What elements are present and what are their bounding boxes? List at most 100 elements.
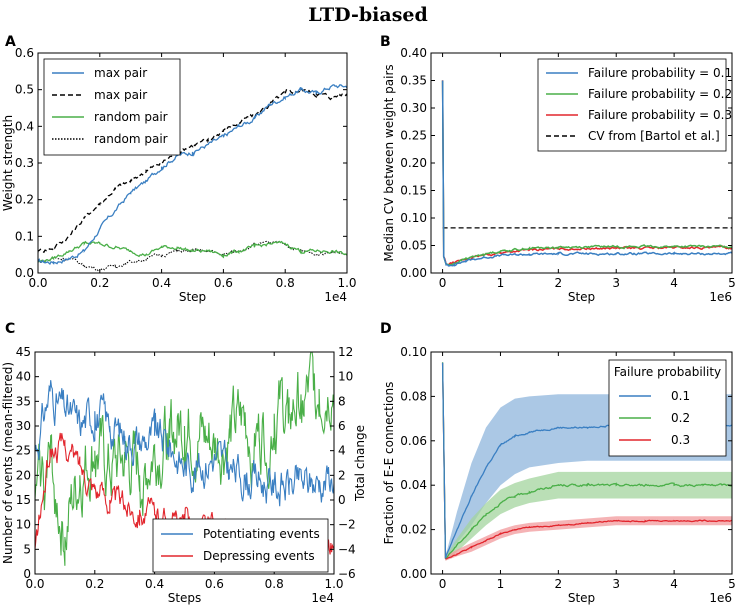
legend-title: Failure probability <box>614 365 721 379</box>
y-axis-label: Median CV between weight pairs <box>382 64 396 261</box>
y-tick-label: 10 <box>16 518 31 532</box>
x-tick-label: 1 <box>497 577 505 591</box>
legend-box-B <box>537 58 727 152</box>
x-axis-label: Step <box>179 290 206 304</box>
y-tick-label: 0.00 <box>400 266 427 280</box>
panel-D: D 0 1 2 3 4 5 0.00 0.02 0.04 0.06 0.08 0.10 Step 1e6 Fr… <box>380 321 736 605</box>
y2-tick-label: 10 <box>338 370 353 384</box>
x-axis-label: Step <box>568 591 595 605</box>
legend-label: Depressing events <box>203 549 315 563</box>
x-tick-label: 0.2 <box>90 276 109 290</box>
x-tick-label: 4 <box>670 276 678 290</box>
legend-label: Failure probability = 0.1 <box>588 66 732 80</box>
y-tick-label: 0.02 <box>400 523 427 537</box>
axes-frame-D <box>430 351 733 575</box>
y-tick-label: 0.10 <box>400 211 427 225</box>
series-B-failure-probability-0-1 <box>441 80 732 267</box>
panel-label-B: B <box>380 34 391 50</box>
series-B-failure-probability-0-2 <box>441 80 732 267</box>
y2-tick-label: 6 <box>338 419 346 433</box>
x-tick-label: 0.6 <box>205 577 224 591</box>
legend-label: random pair <box>94 110 168 124</box>
series-A-random-pair <box>38 240 347 272</box>
legend-label: Potentiating events <box>203 527 320 541</box>
y-tick-label: 0.05 <box>400 239 427 253</box>
x-tick-label: 1.0 <box>324 577 343 591</box>
y-tick-label: 20 <box>16 468 31 482</box>
y2-tick-label: 4 <box>338 444 346 458</box>
x-axis-label: Steps <box>168 591 202 605</box>
plot-area-B <box>441 80 732 267</box>
x-tick-label: 3 <box>612 276 620 290</box>
x-tick-label: 0.4 <box>152 276 171 290</box>
x-multiplier: 1e6 <box>709 591 732 605</box>
y-tick-label: 0.5 <box>15 83 34 97</box>
x-tick-label: 1.0 <box>337 276 356 290</box>
y-tick-label: 45 <box>16 345 31 359</box>
series-C-potentiating-events <box>35 380 334 507</box>
y2-tick-label: −4 <box>338 542 356 556</box>
legend-label: CV from [Bartol et al.] <box>588 129 720 143</box>
y-tick-label: 35 <box>16 394 31 408</box>
y-tick-label: 0.04 <box>400 478 427 492</box>
y-axis-label: Number of events (mean-filtered) <box>1 362 15 564</box>
y-tick-label: 15 <box>16 493 31 507</box>
legend-box-C <box>152 518 329 573</box>
y-tick-label: 0.08 <box>400 389 427 403</box>
y-axis-label: Fraction of E-E connections <box>382 382 396 545</box>
x-tick-label: 0.6 <box>214 276 233 290</box>
legend-label: random pair <box>94 132 168 146</box>
y-tick-label: 40 <box>16 370 31 384</box>
legend-label: max pair <box>94 66 147 80</box>
y-tick-label: 0 <box>23 567 31 581</box>
y2-tick-label: −2 <box>338 518 356 532</box>
y-tick-label: 0.35 <box>400 74 427 88</box>
x-multiplier: 1e4 <box>311 591 334 605</box>
x-tick-label: 5 <box>728 276 736 290</box>
series-D-0-3 <box>441 363 732 560</box>
y-tick-label: 0.10 <box>400 345 427 359</box>
y2-tick-label: 12 <box>338 345 353 359</box>
y-tick-label: 0.30 <box>400 101 427 115</box>
x-tick-label: 5 <box>728 577 736 591</box>
x-tick-label: 0 <box>439 276 447 290</box>
x-tick-label: 2 <box>555 577 563 591</box>
legend-label: 0.2 <box>671 411 690 425</box>
y2-tick-label: 2 <box>338 468 346 482</box>
legend-label: 0.3 <box>671 433 690 447</box>
y-tick-label: 0.20 <box>400 156 427 170</box>
y-tick-label: 0.06 <box>400 434 427 448</box>
x-tick-label: 0.8 <box>265 577 284 591</box>
y2-axis-label: Total change <box>353 425 367 502</box>
axes-frame-C <box>34 351 335 575</box>
legend-label: max pair <box>94 88 147 102</box>
y-tick-label: 5 <box>23 542 31 556</box>
y2-tick-label: 8 <box>338 394 346 408</box>
x-axis-label: Step <box>568 290 595 304</box>
y-tick-label: 0.15 <box>400 184 427 198</box>
y-tick-label: 0.6 <box>15 46 34 60</box>
legend-box-A <box>43 58 181 156</box>
x-tick-label: 2 <box>555 276 563 290</box>
legend-label: Failure probability = 0.3 <box>588 108 732 122</box>
y-tick-label: 0.2 <box>15 193 34 207</box>
y-tick-label: 0.25 <box>400 129 427 143</box>
band-D-0.3 <box>442 363 732 561</box>
panel-label-D: D <box>380 321 392 337</box>
y-tick-label: 0.00 <box>400 567 427 581</box>
y-tick-label: 30 <box>16 419 31 433</box>
panel-B: B 0 1 2 3 4 5 0.00 0.05 0.10 0.15 0.20 0.25 0.30 0.35 0… <box>380 34 736 304</box>
y2-tick-label: 0 <box>338 493 346 507</box>
x-tick-label: 0.0 <box>28 276 47 290</box>
x-tick-label: 0.2 <box>85 577 104 591</box>
legend-label: Failure probability = 0.2 <box>588 87 732 101</box>
y-tick-label: 25 <box>16 444 31 458</box>
y-axis-label: Weight strength <box>1 115 15 211</box>
panel-C: C0.0 0.2 0.4 0.6 0.8 1.0051015202530354045−6−… <box>1 321 367 605</box>
x-tick-label: 0.4 <box>145 577 164 591</box>
x-tick-label: 0.8 <box>276 276 295 290</box>
y2-tick-label: −6 <box>338 567 356 581</box>
y-tick-label: 0.40 <box>400 46 427 60</box>
x-tick-label: 3 <box>612 577 620 591</box>
